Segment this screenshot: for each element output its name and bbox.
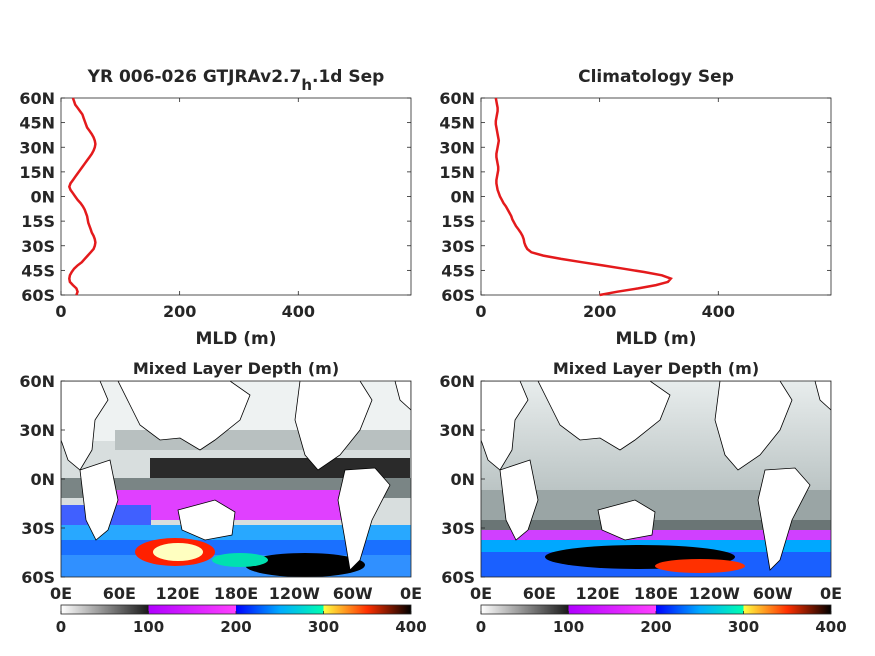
y-tick-label: 45N — [439, 114, 475, 133]
y-tick-label: 30N — [19, 421, 55, 440]
map-title: Mixed Layer Depth (m) — [133, 359, 339, 378]
y-tick-label: 30S — [21, 519, 55, 538]
colorbar-segment — [743, 605, 831, 614]
x-tick-label: 400 — [282, 302, 315, 321]
x-tick-label: 60W — [753, 584, 793, 603]
colorbar-segment — [656, 605, 744, 614]
y-tick-label: 60S — [21, 286, 55, 305]
mld-map-right — [480, 380, 832, 578]
x-tick-label: 0E — [820, 584, 842, 603]
x-tick-label: 200 — [583, 302, 616, 321]
colorbar-label: 400 — [815, 618, 846, 636]
colorbar-label: 400 — [395, 618, 426, 636]
colorbar-segment — [481, 605, 569, 614]
y-tick-label: 30N — [439, 138, 475, 157]
y-tick-label: 60S — [21, 568, 55, 587]
y-tick-label: 45S — [441, 261, 475, 280]
y-tick-label: 0N — [450, 470, 475, 489]
x-tick-label: 200 — [163, 302, 196, 321]
x-tick-label: 0 — [55, 302, 66, 321]
y-tick-label: 30N — [439, 421, 475, 440]
y-tick-label: 60N — [19, 372, 55, 391]
mld-profile-line — [67, 97, 97, 296]
mld-profile-line — [494, 97, 673, 297]
x-tick-label: 120E — [156, 584, 200, 603]
x-tick-label: 0E — [50, 584, 72, 603]
x-tick-label: 120E — [576, 584, 620, 603]
y-tick-label: 60N — [19, 89, 55, 108]
y-tick-label: 0N — [30, 470, 55, 489]
colorbar-segment — [323, 605, 411, 614]
y-tick-label: 30N — [19, 138, 55, 157]
plot-title: Climatology Sep — [578, 67, 734, 87]
x-tick-label: 60E — [103, 584, 136, 603]
x-tick-label: 0E — [470, 584, 492, 603]
colorbar-segment — [236, 605, 324, 614]
x-tick-label: 400 — [702, 302, 735, 321]
map-title: Mixed Layer Depth (m) — [553, 359, 759, 378]
y-tick-label: 60S — [441, 286, 475, 305]
y-tick-label: 0N — [450, 188, 475, 207]
y-tick-label: 0N — [30, 188, 55, 207]
colorbar-label: 0 — [56, 618, 66, 636]
y-tick-label: 15N — [439, 163, 475, 182]
colorbar-segment — [148, 605, 236, 614]
y-tick-label: 30S — [441, 237, 475, 256]
plot-frame — [480, 97, 832, 296]
x-tick-label: 180E — [214, 584, 258, 603]
y-tick-label: 30S — [21, 237, 55, 256]
y-tick-label: 60N — [439, 372, 475, 391]
y-tick-label: 15N — [19, 163, 55, 182]
colorbar-label: 100 — [553, 618, 584, 636]
y-tick-label: 15S — [21, 212, 55, 231]
colorbar-label: 200 — [640, 618, 671, 636]
x-axis-label: MLD (m) — [615, 329, 696, 349]
x-tick-label: 60W — [333, 584, 373, 603]
x-tick-label: 180E — [634, 584, 678, 603]
y-tick-label: 45N — [19, 114, 55, 133]
y-tick-label: 45S — [21, 261, 55, 280]
colorbar-label: 300 — [728, 618, 759, 636]
x-tick-label: 120W — [689, 584, 740, 603]
colorbar-label: 200 — [220, 618, 251, 636]
y-tick-label: 60N — [439, 89, 475, 108]
x-axis-label: MLD (m) — [195, 329, 276, 349]
mld-map-left — [60, 380, 412, 578]
plot-frame — [60, 97, 412, 296]
colorbar-segment — [568, 605, 656, 614]
x-tick-label: 60E — [523, 584, 556, 603]
colorbar-label: 100 — [133, 618, 164, 636]
y-tick-label: 60S — [441, 568, 475, 587]
y-tick-label: 30S — [441, 519, 475, 538]
plot-title: YR 006-026 GTJRAv2.7h.1d Sep — [87, 67, 385, 94]
x-tick-label: 0E — [400, 584, 422, 603]
y-tick-label: 15S — [441, 212, 475, 231]
colorbar-label: 0 — [476, 618, 486, 636]
colorbar-label: 300 — [308, 618, 339, 636]
colorbar-segment — [61, 605, 149, 614]
x-tick-label: 0 — [475, 302, 486, 321]
x-tick-label: 120W — [269, 584, 320, 603]
